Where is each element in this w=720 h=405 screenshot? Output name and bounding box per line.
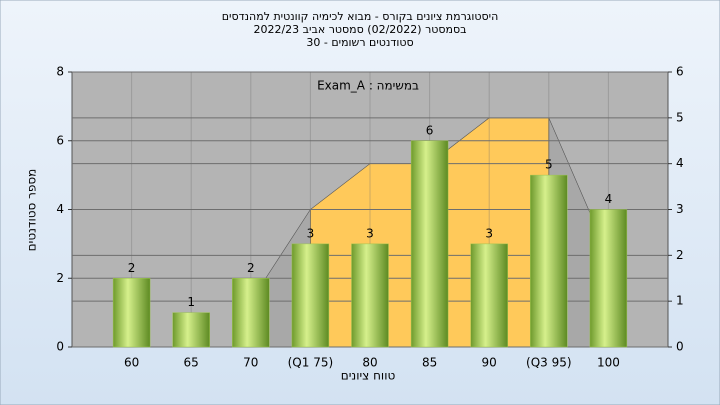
y-tick-label: 2 (56, 271, 64, 285)
y-tick-label: 0 (56, 340, 64, 354)
bar (470, 243, 508, 348)
chart-subtitle: בסמסטר (02/2022) סמסטר אביב 2022/23 (253, 23, 466, 36)
y2-tick-label: 3 (676, 202, 684, 216)
data-label: 5 (545, 158, 553, 172)
data-label: 3 (307, 226, 315, 240)
chart-title: היסטוגרמת ציונים בקורס - מבוא לכימיה קוו… (222, 10, 499, 23)
bar (232, 278, 270, 348)
x-tick-label: (Q1 75) (288, 356, 334, 370)
y-tick-label: 6 (56, 133, 64, 147)
data-label: 1 (187, 295, 195, 309)
data-label: 4 (605, 192, 613, 206)
x-axis-label: טווח ציונים (341, 369, 396, 383)
y-tick-label: 8 (56, 65, 64, 79)
data-label: 6 (426, 123, 434, 137)
y2-tick-label: 6 (676, 65, 684, 79)
bar (172, 312, 210, 348)
x-tick-label: 70 (243, 356, 258, 370)
bar (530, 174, 568, 348)
y2-tick-label: 4 (676, 156, 684, 170)
y-tick-label: 4 (56, 202, 64, 216)
x-tick-label: 65 (184, 356, 199, 370)
data-label: 3 (485, 226, 493, 240)
y2-tick-label: 0 (676, 340, 684, 354)
y2-tick-label: 2 (676, 248, 684, 262)
x-tick-label: 80 (362, 356, 377, 370)
x-tick-label: 60 (124, 356, 139, 370)
data-label: 3 (366, 226, 374, 240)
y2-tick-label: 1 (676, 294, 684, 308)
bar (112, 278, 151, 348)
x-tick-label: 100 (597, 356, 620, 370)
chart-subtitle: סטודנטים רשומים - 30 (306, 36, 413, 49)
annotation: במשימה : Exam_A (317, 79, 419, 93)
y-axis-label: מספר סטודנטים (25, 169, 39, 252)
bar (410, 140, 449, 348)
x-tick-label: (Q3 95) (526, 356, 572, 370)
data-label: 2 (247, 261, 255, 275)
x-tick-label: 85 (422, 356, 437, 370)
bar (589, 209, 628, 348)
bar (291, 243, 330, 348)
bar (351, 243, 389, 348)
x-tick-label: 90 (482, 356, 497, 370)
data-label: 2 (128, 261, 136, 275)
y2-tick-label: 5 (676, 110, 684, 124)
